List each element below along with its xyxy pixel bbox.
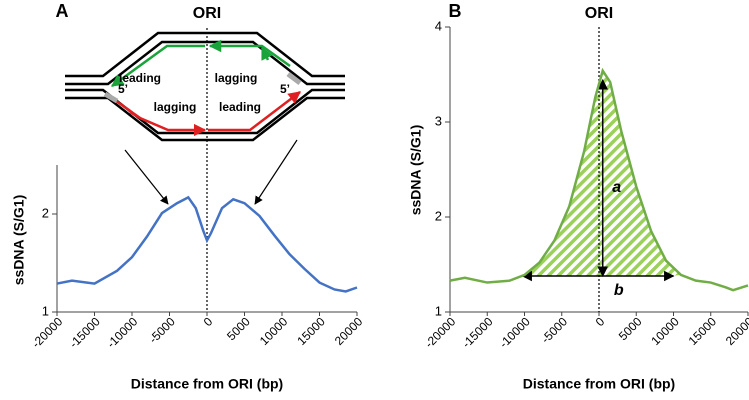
x-tick-label: 5000 xyxy=(224,314,253,343)
y-tick-label: 3 xyxy=(435,113,442,128)
strand-label: leading xyxy=(119,71,161,85)
x-tick-label: 5000 xyxy=(616,314,645,343)
x-tick-label: -10000 xyxy=(104,314,141,351)
replication-bubble xyxy=(65,31,345,142)
y-tick-label: 4 xyxy=(435,18,442,33)
end-label: 5’ xyxy=(280,82,290,96)
y-tick-label: 2 xyxy=(42,205,49,220)
x-axis-label: Distance from ORI (bp) xyxy=(523,376,675,392)
origin-label: ORI xyxy=(585,5,613,22)
label-a: a xyxy=(612,179,621,196)
x-tick-label: -15000 xyxy=(459,314,496,351)
y-tick-label: 2 xyxy=(435,208,442,223)
line xyxy=(449,67,749,292)
strand-label: lagging xyxy=(154,100,197,114)
y-tick-label: 1 xyxy=(42,303,49,318)
x-tick-label: -20000 xyxy=(29,314,66,351)
y-tick-label: 1 xyxy=(435,303,442,318)
label-b: b xyxy=(614,282,624,299)
x-tick-label: -5000 xyxy=(146,314,178,346)
end-label: 5’ xyxy=(118,82,128,96)
x-tick-label: -10000 xyxy=(497,314,534,351)
x-tick-label: 10000 xyxy=(648,314,682,348)
x-tick-label: -15000 xyxy=(67,314,104,351)
x-axis-label: Distance from ORI (bp) xyxy=(131,376,283,392)
x-tick-label: 20000 xyxy=(723,314,749,348)
strand-label: lagging xyxy=(215,71,258,85)
origin-label: ORI xyxy=(193,5,221,22)
strand-label: leading xyxy=(219,100,261,114)
line xyxy=(56,195,358,293)
x-tick-label: -5000 xyxy=(539,314,571,346)
x-tick-label: -20000 xyxy=(422,314,459,351)
x-tick-label: 20000 xyxy=(332,314,366,348)
y-axis-label: ssDNA (S/G1) xyxy=(11,195,27,286)
strands xyxy=(103,39,302,137)
pointers xyxy=(124,139,298,205)
panel-label: A xyxy=(56,1,69,21)
x-tick-label: 15000 xyxy=(686,314,720,348)
x-tick-label: 10000 xyxy=(257,314,291,348)
y-axis-label: ssDNA (S/G1) xyxy=(408,125,424,216)
x-tick-label: 0 xyxy=(201,314,216,329)
panel-label: B xyxy=(449,1,462,21)
x-tick-label: 15000 xyxy=(294,314,328,348)
x-tick-label: 0 xyxy=(593,314,608,329)
